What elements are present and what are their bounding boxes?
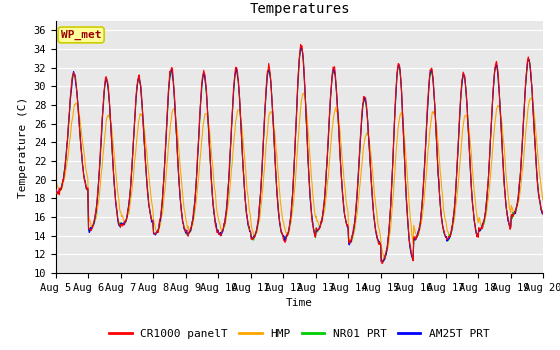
Y-axis label: Temperature (C): Temperature (C) <box>18 96 28 198</box>
Title: Temperatures: Temperatures <box>249 2 350 16</box>
Text: WP_met: WP_met <box>61 30 101 40</box>
Legend: CR1000 panelT, HMP, NR01 PRT, AM25T PRT: CR1000 panelT, HMP, NR01 PRT, AM25T PRT <box>105 324 494 343</box>
X-axis label: Time: Time <box>286 298 313 308</box>
